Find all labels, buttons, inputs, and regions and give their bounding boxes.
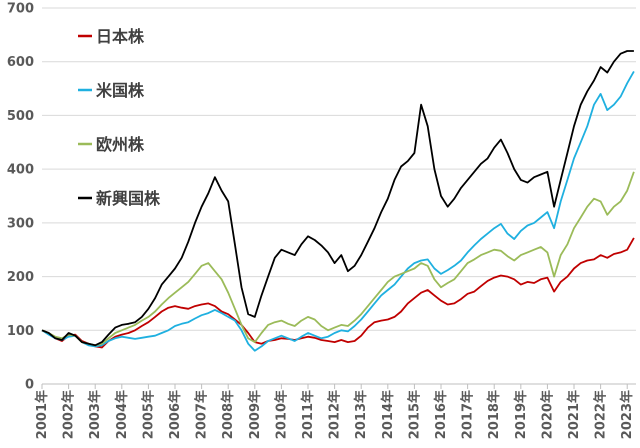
x-tick-label: 2008年: [220, 390, 236, 439]
series-line-4: [41, 50, 634, 347]
y-tick-label: 300: [7, 216, 34, 231]
y-tick-label: 700: [7, 2, 34, 17]
x-tick-label: 2015年: [406, 390, 422, 439]
axes: [41, 383, 636, 389]
x-tick-label: 2002年: [61, 390, 77, 439]
x-tick-label: 2022年: [593, 390, 609, 439]
x-tick-label: 2007年: [194, 390, 210, 439]
y-tick-label: 100: [7, 324, 34, 339]
legend-label: 欧州株: [96, 135, 145, 154]
legend-label: 新興国株: [96, 189, 161, 208]
series-line-3: [41, 171, 635, 347]
x-tick-label: 2014年: [380, 390, 396, 439]
series-line-2: [41, 70, 635, 352]
x-tick-label: 2016年: [433, 390, 449, 439]
x-tick-label: 2021年: [566, 390, 582, 439]
x-tick-label: 2017年: [460, 390, 476, 439]
y-tick-label: 400: [7, 163, 34, 178]
x-tick-label: 2010年: [273, 390, 289, 439]
x-tick-label: 2009年: [247, 390, 263, 439]
x-tick-labels: 2001年 2002年 2003年 2004年 2005年 2006年 2007年 2008年…: [34, 390, 635, 439]
x-tick-label: 2005年: [140, 390, 156, 439]
x-tick-label: 2001年: [34, 390, 50, 439]
x-tick-label: 2013年: [353, 390, 369, 439]
x-tick-label: 2020年: [539, 390, 555, 439]
series-line-1: [41, 237, 635, 349]
x-tick-label: 2006年: [167, 390, 183, 439]
y-tick-label: 200: [7, 270, 34, 285]
x-tick-label: 2018年: [486, 390, 502, 439]
x-tick-label: 2019年: [513, 390, 529, 439]
x-tick-label: 2011年: [300, 390, 316, 439]
legend-label: 米国株: [96, 81, 145, 100]
y-tick-labels: 0 100 200 300 400 500 600 700: [7, 2, 34, 393]
gridlines: [42, 7, 636, 331]
x-tick-label: 2023年: [619, 390, 635, 439]
series-lines: [41, 50, 635, 352]
legend-label: 日本株: [96, 27, 145, 46]
y-tick-label: 500: [7, 109, 34, 124]
y-tick-label: 0: [25, 378, 34, 393]
x-tick-label: 2004年: [114, 390, 130, 439]
x-tick-label: 2003年: [87, 390, 103, 439]
x-tick-label: 2012年: [327, 390, 343, 439]
y-tick-label: 600: [7, 55, 34, 70]
